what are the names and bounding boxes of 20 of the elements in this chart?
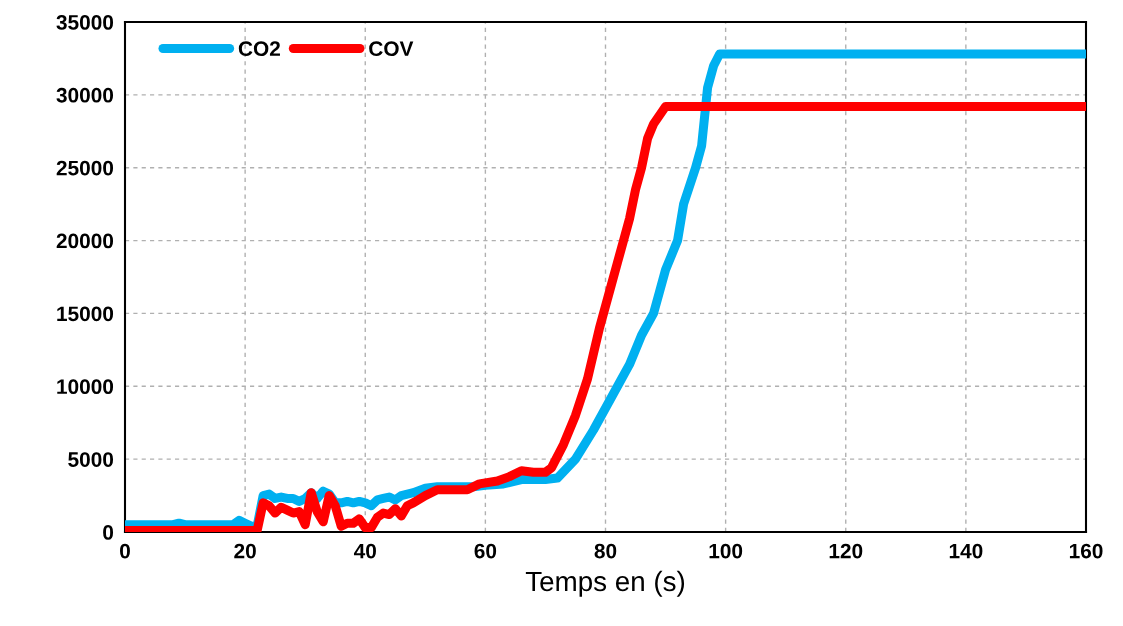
x-tick-label: 60 (474, 543, 497, 559)
legend-label: COV (369, 41, 414, 57)
x-tick-label: 20 (234, 543, 256, 559)
x-axis-title: Temps en (s) (525, 570, 685, 597)
y-tick-label: 15000 (57, 306, 114, 322)
x-tick-label: 40 (353, 543, 376, 559)
x-tick-label: 0 (120, 543, 130, 559)
x-tick-label: 80 (594, 543, 617, 559)
legend-label: CO2 (238, 41, 280, 57)
y-tick-label: 0 (103, 525, 114, 540)
x-tick-label: 160 (1069, 543, 1103, 559)
y-tick-label: 30000 (56, 87, 114, 103)
y-tick-label: 25000 (56, 160, 114, 176)
y-tick-label: 10000 (57, 379, 114, 395)
y-tick-label: 35000 (56, 15, 114, 30)
x-tick-label: 140 (949, 543, 983, 559)
y-tick-label: 20000 (56, 233, 114, 249)
x-tick-label: 100 (709, 543, 743, 559)
y-tick-label: 5000 (68, 452, 114, 467)
x-tick-label: 120 (829, 543, 863, 559)
